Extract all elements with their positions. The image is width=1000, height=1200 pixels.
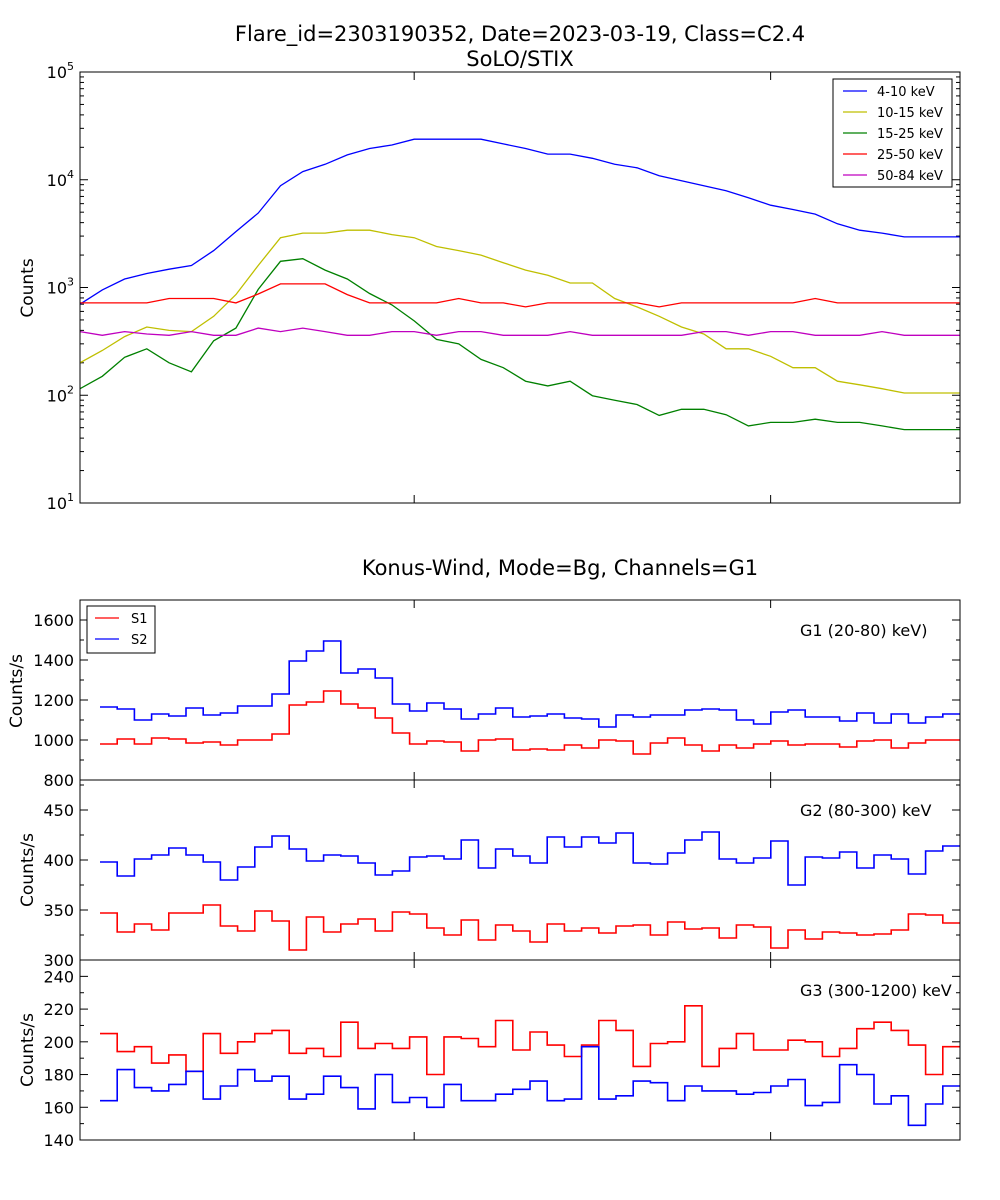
plot-frame: [79, 959, 961, 1141]
y-tick-label-base: 10: [47, 63, 67, 82]
legend-box: [86, 605, 156, 654]
y-tick-label: 105: [47, 60, 74, 82]
y-tick-label: 1600: [33, 611, 74, 630]
series-step-line: [100, 1045, 960, 1127]
y-tick-label: 160: [43, 1098, 74, 1117]
series-line: [80, 327, 960, 336]
y-tick-label-base: 10: [47, 171, 67, 190]
g2-panel-label: G2 (80-300) keV: [800, 801, 931, 820]
konus-g1-plot-area: 800 1000 1200 1400 1600 S1 S2: [33, 599, 961, 790]
g2-ylabel: Counts/s: [18, 833, 38, 907]
y-tick-label: 101: [47, 491, 74, 513]
plot-frame: [79, 71, 961, 504]
y-tick-label-exponent: 4: [67, 168, 74, 181]
y-tick-label: 240: [43, 967, 74, 986]
y-tick-label: 1200: [33, 691, 74, 710]
g3-panel-label: G3 (300-1200) keV: [800, 981, 952, 1000]
stix-title: Flare_id=2303190352, Date=2023-03-19, Cl…: [235, 22, 805, 47]
series-line: [80, 283, 960, 308]
legend-label: 10-15 keV: [877, 106, 943, 121]
konus-g2-plot-area: 300 350 400 450: [43, 779, 961, 970]
y-tick-label: 102: [47, 383, 74, 405]
series-step-line: [100, 904, 960, 951]
y-tick-label: 800: [43, 771, 74, 790]
y-tick-label: 350: [43, 901, 74, 920]
g3-ylabel: Counts/s: [18, 1013, 38, 1087]
y-tick-label: 104: [47, 168, 74, 190]
legend-label: 25-50 keV: [877, 148, 943, 163]
y-tick-label: 180: [43, 1066, 74, 1085]
series-step-line: [100, 1005, 960, 1076]
y-tick-label: 400: [43, 851, 74, 870]
y-tick-label: 140: [43, 1131, 74, 1150]
konus-title: Konus-Wind, Mode=Bg, Channels=G1: [362, 556, 758, 580]
series-line: [80, 138, 960, 305]
y-tick-label: 1000: [33, 731, 74, 750]
series-step-line: [100, 831, 960, 886]
y-tick-label-exponent: 3: [67, 276, 74, 289]
legend-label: 4-10 keV: [877, 85, 935, 100]
y-tick-label-exponent: 2: [67, 383, 74, 396]
legend-label: 15-25 keV: [877, 127, 943, 142]
stix-subtitle: SoLO/STIX: [466, 47, 573, 71]
y-tick-label-exponent: 5: [67, 60, 74, 73]
g1-panel-label: G1 (20-80) keV): [800, 621, 927, 640]
konus-g3-plot-area: 140 160 180 200 220 240: [43, 959, 961, 1150]
y-tick-label-base: 10: [47, 494, 67, 513]
y-tick-label-exponent: 1: [67, 491, 74, 504]
y-tick-label: 200: [43, 1033, 74, 1052]
legend-label: S1: [131, 612, 148, 627]
series-step-line: [100, 690, 960, 755]
y-tick-label-base: 10: [47, 279, 67, 298]
legend-label: S2: [131, 633, 148, 648]
series-step-line: [100, 640, 960, 728]
y-tick-label: 300: [43, 951, 74, 970]
y-tick-label: 450: [43, 801, 74, 820]
y-tick-label-base: 10: [47, 386, 67, 405]
legend-label: 50-84 keV: [877, 169, 943, 184]
stix-ylabel: Counts: [18, 258, 38, 317]
g1-ylabel: Counts/s: [7, 654, 27, 728]
series-line: [80, 258, 960, 431]
y-tick-label: 103: [47, 276, 74, 298]
y-tick-label: 220: [43, 1000, 74, 1019]
y-tick-label: 1400: [33, 651, 74, 670]
series-line: [80, 229, 960, 394]
